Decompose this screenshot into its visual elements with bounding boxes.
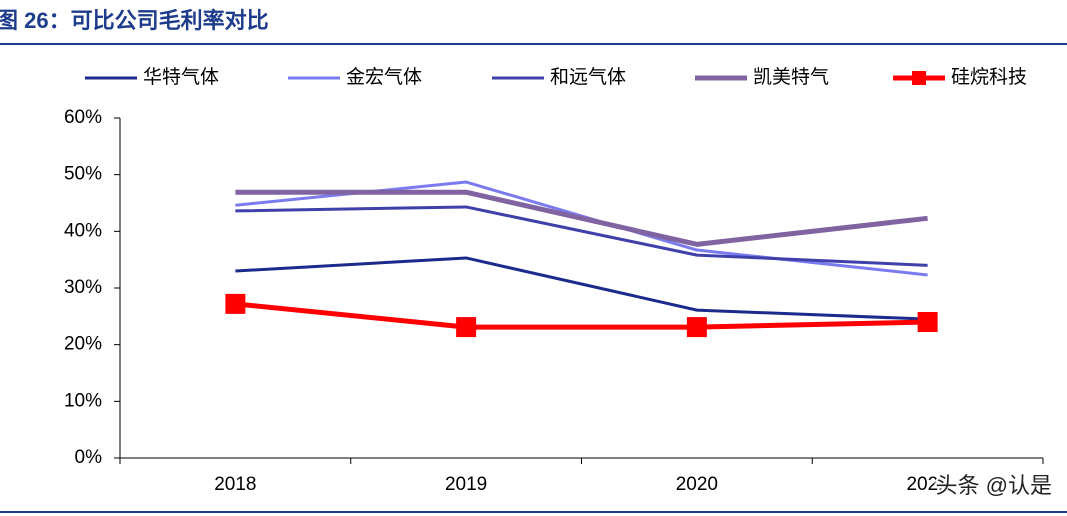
y-tick-label: 30%: [64, 277, 102, 298]
y-tick-label: 0%: [75, 447, 103, 468]
watermark: 头条 @认是: [936, 473, 1052, 498]
point-marker: [686, 317, 707, 338]
legend-label: 凯美特气: [753, 66, 829, 88]
y-tick-label: 20%: [64, 334, 102, 355]
legend-label: 硅烷科技: [951, 66, 1027, 88]
legend-label: 金宏气体: [346, 66, 422, 88]
point-marker: [917, 312, 938, 332]
x-tick-label: 2021: [906, 474, 948, 495]
point-marker: [225, 293, 246, 314]
series-line: [235, 301, 928, 330]
y-tick-label: 50%: [64, 164, 102, 185]
legend-label: 华特气体: [143, 66, 219, 88]
point-marker: [456, 317, 477, 338]
legend-marker: [912, 71, 926, 85]
series-line: [235, 205, 928, 267]
series-line: [235, 256, 928, 321]
y-tick-label: 60%: [64, 107, 102, 128]
series-line: [235, 189, 928, 247]
y-tick-label: 10%: [64, 390, 102, 411]
x-tick-label: 2018: [214, 474, 256, 495]
x-tick-label: 2020: [676, 474, 718, 495]
y-tick-label: 40%: [64, 220, 102, 241]
chart-title: 图 26：可比公司毛利率对比: [0, 8, 269, 33]
x-tick-label: 2019: [445, 474, 487, 495]
legend-label: 和远气体: [550, 66, 626, 88]
